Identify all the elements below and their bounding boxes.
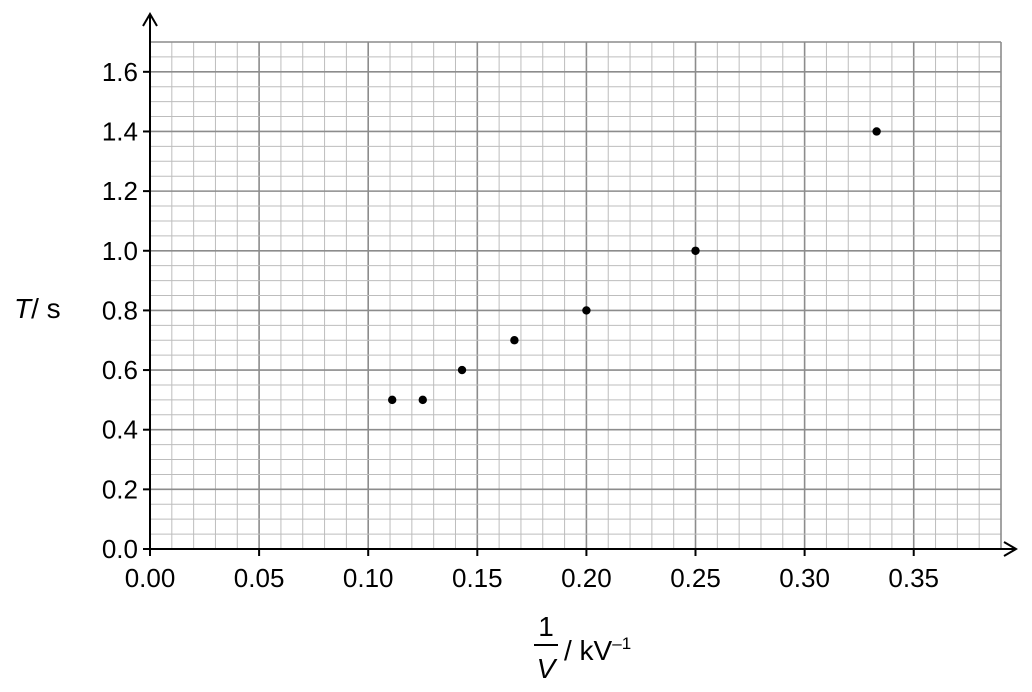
y-tick-label: 0.0 <box>102 534 138 564</box>
x-tick-label: 0.35 <box>888 563 939 593</box>
axes <box>142 12 1018 557</box>
x-axis-denominator: V <box>537 653 558 684</box>
x-axis-unit: / kV–1 <box>564 634 631 666</box>
data-point <box>582 306 591 315</box>
x-axis-title: 1 V / kV–1 <box>534 611 631 684</box>
x-axis-unit-exponent: –1 <box>612 634 631 653</box>
x-axis-numerator: 1 <box>538 611 554 642</box>
y-axis-symbol: T <box>14 293 33 324</box>
y-tick-label: 1.0 <box>102 236 138 266</box>
x-tick-label: 0.20 <box>561 563 612 593</box>
y-tick-label: 1.4 <box>102 116 138 146</box>
data-point <box>418 395 427 405</box>
x-tick-label: 0.15 <box>452 563 503 593</box>
tick-labels: 0.0 0.2 0.4 0.6 0.8 1.0 1.2 1.4 1.6 0.00 0.05 0.10 0… <box>102 57 939 593</box>
y-axis-unit: / s <box>31 293 61 324</box>
grid <box>149 41 1002 550</box>
x-tick-label: 0.10 <box>343 563 394 593</box>
data-points <box>388 127 881 405</box>
y-tick-label: 0.2 <box>102 474 138 504</box>
y-tick-label: 0.6 <box>102 355 138 385</box>
x-tick-label: 0.00 <box>125 563 176 593</box>
x-tick-label: 0.30 <box>779 563 830 593</box>
x-axis-arrowhead <box>1003 541 1018 557</box>
y-tick-label: 0.8 <box>102 295 138 325</box>
data-point <box>510 336 519 345</box>
y-axis-arrowhead <box>142 12 158 27</box>
y-tick-label: 1.2 <box>102 176 138 206</box>
x-tick-label: 0.25 <box>670 563 721 593</box>
data-point <box>457 365 467 375</box>
x-tick-label: 0.05 <box>234 563 285 593</box>
data-point <box>691 246 700 255</box>
y-tick-label: 1.6 <box>102 57 138 87</box>
data-point <box>388 395 397 405</box>
y-tick-label: 0.4 <box>102 415 138 445</box>
data-point <box>872 127 881 136</box>
x-axis-unit-text: / kV <box>564 635 613 666</box>
y-axis-title: T/ s <box>14 293 61 324</box>
